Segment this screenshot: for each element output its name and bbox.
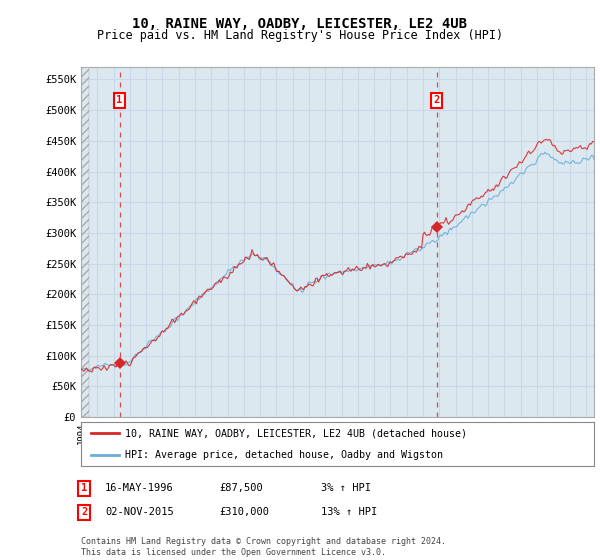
Text: Contains HM Land Registry data © Crown copyright and database right 2024.
This d: Contains HM Land Registry data © Crown c… [81,537,446,557]
Text: 3% ↑ HPI: 3% ↑ HPI [321,483,371,493]
Text: 02-NOV-2015: 02-NOV-2015 [105,507,174,517]
Text: HPI: Average price, detached house, Oadby and Wigston: HPI: Average price, detached house, Oadb… [125,450,443,460]
Text: 13% ↑ HPI: 13% ↑ HPI [321,507,377,517]
Text: 16-MAY-1996: 16-MAY-1996 [105,483,174,493]
Text: £87,500: £87,500 [219,483,263,493]
Text: £310,000: £310,000 [219,507,269,517]
Text: 2: 2 [434,95,440,105]
Text: 10, RAINE WAY, OADBY, LEICESTER, LE2 4UB (detached house): 10, RAINE WAY, OADBY, LEICESTER, LE2 4UB… [125,428,467,438]
Text: 10, RAINE WAY, OADBY, LEICESTER, LE2 4UB: 10, RAINE WAY, OADBY, LEICESTER, LE2 4UB [133,17,467,31]
Text: 1: 1 [81,483,87,493]
Text: 2: 2 [81,507,87,517]
Text: 1: 1 [116,95,123,105]
Text: Price paid vs. HM Land Registry's House Price Index (HPI): Price paid vs. HM Land Registry's House … [97,29,503,43]
